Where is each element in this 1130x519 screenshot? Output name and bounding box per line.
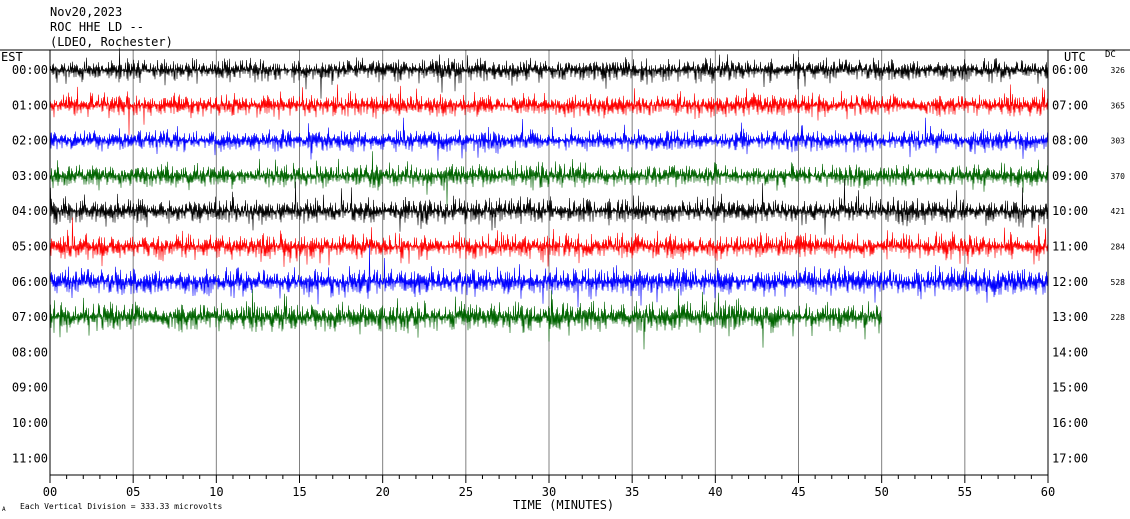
trace-0500 — [49, 217, 1049, 267]
utc-axis-title: UTC — [1064, 50, 1086, 64]
utc-row-label: 06:00 — [1052, 63, 1088, 77]
est-axis-title: EST — [1, 50, 23, 64]
trace-0600 — [49, 245, 1049, 308]
est-row-label: 00:00 — [12, 63, 48, 77]
trace-0300 — [49, 151, 1049, 207]
utc-row-label: 08:00 — [1052, 134, 1088, 148]
est-row-label: 02:00 — [12, 134, 48, 148]
x-tick-label: 25 — [459, 485, 473, 499]
utc-row-label: 13:00 — [1052, 310, 1088, 324]
dc-value: 421 — [1111, 207, 1126, 216]
est-row-label: 04:00 — [12, 204, 48, 218]
chart-date-title: Nov20,2023 — [50, 5, 122, 19]
est-row-label: 08:00 — [12, 345, 48, 359]
dc-value: 303 — [1111, 137, 1126, 146]
x-tick-label: 20 — [375, 485, 389, 499]
x-tick-label: 60 — [1041, 485, 1055, 499]
trace-0200 — [49, 117, 1049, 161]
utc-row-label: 10:00 — [1052, 204, 1088, 218]
utc-row-label: 12:00 — [1052, 275, 1088, 289]
x-tick-label: 35 — [625, 485, 639, 499]
label-layer: Nov20,2023 ROC HHE LD -- (LDEO, Rocheste… — [1, 5, 1125, 513]
est-row-label: 05:00 — [12, 240, 48, 254]
dc-value: 365 — [1111, 101, 1126, 110]
est-row-label: 10:00 — [12, 416, 48, 430]
est-row-label: 11:00 — [12, 451, 48, 465]
dc-value: 370 — [1111, 172, 1126, 181]
est-row-label: 01:00 — [12, 98, 48, 112]
utc-row-label: 15:00 — [1052, 381, 1088, 395]
x-tick-label: 00 — [43, 485, 57, 499]
frame-layer — [0, 49, 1130, 483]
network-label: (LDEO, Rochester) — [50, 35, 173, 49]
est-row-label: 07:00 — [12, 310, 48, 324]
x-tick-label: 15 — [292, 485, 306, 499]
trace-0000 — [49, 47, 1049, 99]
est-row-label: 06:00 — [12, 275, 48, 289]
grid-layer — [132, 50, 966, 475]
utc-row-label: 16:00 — [1052, 416, 1088, 430]
utc-row-label: 09:00 — [1052, 169, 1088, 183]
trace-0700 — [49, 288, 882, 350]
corner-mark: A — [2, 506, 6, 513]
dc-value: 284 — [1111, 243, 1126, 252]
x-axis-title: TIME (MINUTES) — [513, 498, 614, 512]
est-row-label: 09:00 — [12, 381, 48, 395]
utc-row-label: 17:00 — [1052, 451, 1088, 465]
utc-row-label: 11:00 — [1052, 240, 1088, 254]
trace-layer — [49, 47, 1049, 350]
est-row-label: 03:00 — [12, 169, 48, 183]
trace-0100 — [49, 84, 1049, 136]
dc-value: 326 — [1111, 66, 1126, 75]
x-tick-label: 05 — [126, 485, 140, 499]
dc-value: 528 — [1111, 278, 1126, 287]
trace-0400 — [49, 178, 1049, 235]
dc-value: 228 — [1111, 313, 1126, 322]
utc-row-label: 07:00 — [1052, 98, 1088, 112]
scale-note: Each Vertical Division = 333.33 microvol… — [20, 502, 222, 511]
x-tick-label: 50 — [874, 485, 888, 499]
x-tick-label: 55 — [958, 485, 972, 499]
utc-row-label: 14:00 — [1052, 345, 1088, 359]
x-tick-label: 10 — [209, 485, 223, 499]
x-tick-label: 40 — [708, 485, 722, 499]
x-tick-label: 30 — [542, 485, 556, 499]
x-tick-label: 45 — [791, 485, 805, 499]
station-label: ROC HHE LD -- — [50, 20, 144, 34]
dc-column-title: DC — [1105, 50, 1116, 60]
